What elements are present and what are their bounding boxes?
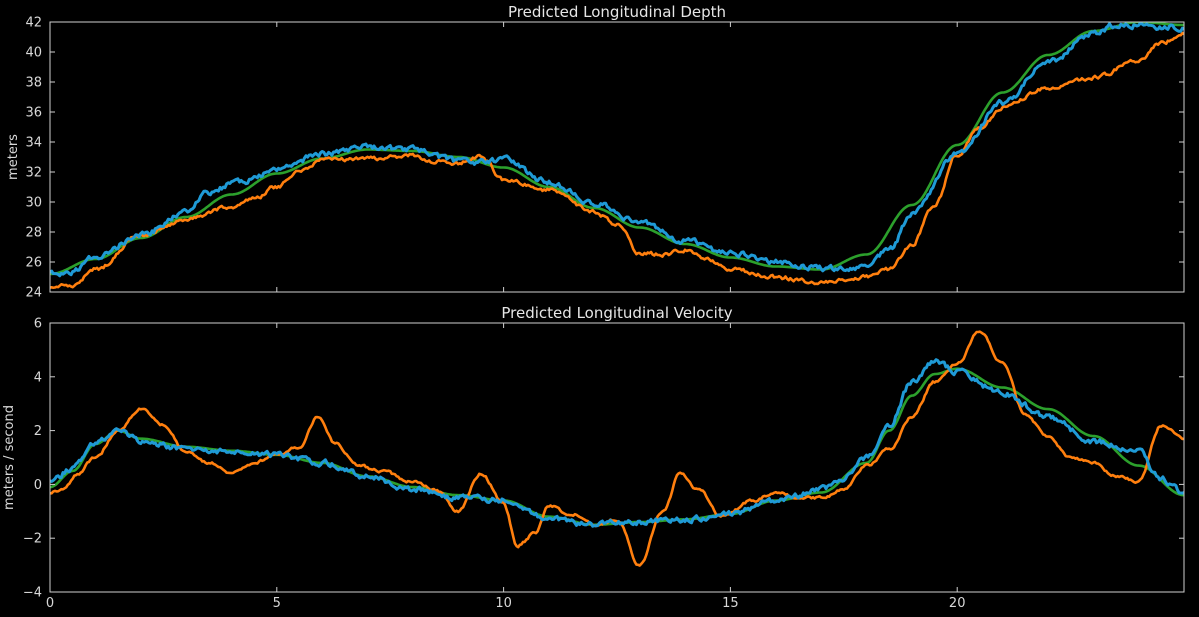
x-tick-label: 15 — [722, 596, 739, 611]
y-tick-label: 32 — [25, 166, 42, 181]
chart-title: Predicted Longitudinal Velocity — [501, 304, 732, 322]
y-tick-label: 38 — [25, 76, 42, 91]
chart-title: Predicted Longitudinal Depth — [508, 3, 726, 21]
series-line-blue — [50, 358, 1184, 528]
y-tick-label: 30 — [25, 196, 42, 211]
plot-frame — [49, 322, 1185, 593]
depth-chart: 24 26 28 30 32 34 36 38 40 42 Predicted Longitudin… — [6, 3, 1185, 301]
x-tick-label: 5 — [273, 596, 281, 611]
y-tick-label: 36 — [25, 106, 42, 121]
series-line-orange — [50, 31, 1184, 290]
y-axis-label: meters — [6, 134, 21, 180]
series-line-green — [50, 22, 1184, 276]
series-group — [50, 330, 1184, 567]
y-tick-label: 0 — [34, 478, 42, 493]
series-group — [50, 22, 1184, 290]
y-tick-label: 34 — [25, 136, 42, 151]
x-tick-label: 20 — [949, 596, 966, 611]
y-tick-label: 42 — [25, 16, 42, 31]
x-tick-label: 10 — [495, 596, 512, 611]
y-tick-label: 26 — [25, 256, 42, 271]
y-tick-label: 6 — [34, 317, 42, 332]
y-tick-label: 4 — [34, 370, 42, 385]
series-line-blue — [50, 22, 1184, 278]
velocity-chart: 0 5 10 15 20 −4 −2 0 2 4 6 Predicted Longitudinal V… — [2, 304, 1185, 611]
y-tick-label: 28 — [25, 226, 42, 241]
plot-frame — [49, 21, 1185, 293]
y-tick-label: −2 — [23, 532, 42, 547]
y-tick-label: −4 — [23, 586, 42, 601]
y-tick-label: 24 — [25, 286, 42, 301]
y-axis-label: meters / second — [2, 405, 17, 510]
y-tick-label: 40 — [25, 46, 42, 61]
y-tick-label: 2 — [34, 424, 42, 439]
x-tick-label: 0 — [46, 596, 54, 611]
